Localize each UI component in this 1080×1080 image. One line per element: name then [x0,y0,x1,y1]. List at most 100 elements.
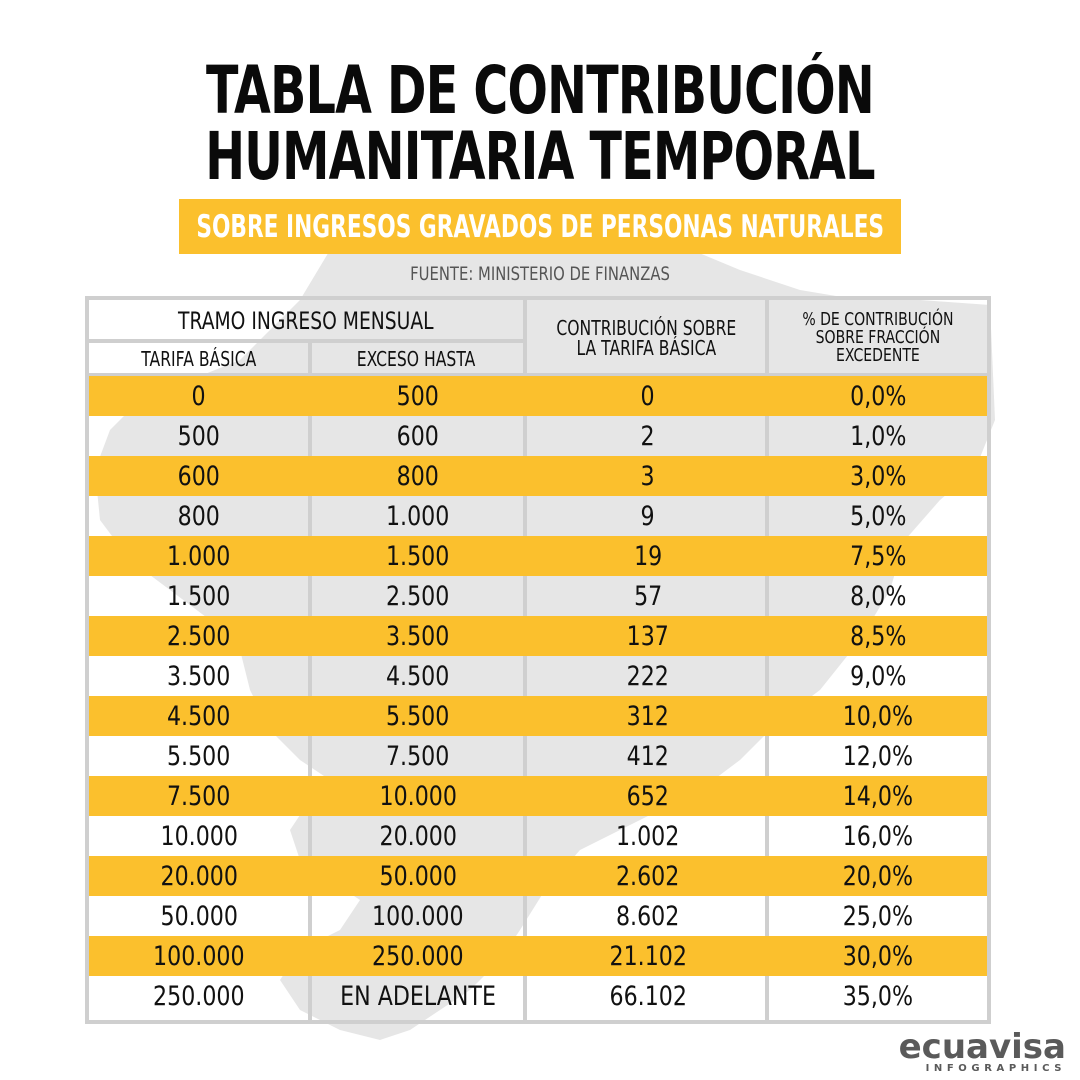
table-cell-excess: 1.500 [309,536,527,576]
table-frame [85,296,991,1024]
table-cell-contrib: 412 [527,736,769,776]
table-cell-pct: 20,0% [769,856,987,896]
table-row: 7.500 10.000 652 14,0% [89,776,987,816]
table-cell-pct: 30,0% [769,936,987,976]
table-row: 100.000 250.000 21.102 30,0% [89,936,987,976]
table-cell-pct-value: 12,0% [842,740,914,772]
table-cell-basic-value: 3.500 [167,660,231,692]
table-body: 0 500 0 0,0% 500 600 2 1,0% 600 800 3 3,0% 800 1.000 9… [89,376,987,1016]
header-porcentaje-line-1: % DE CONTRIBUCIÓN [802,309,954,330]
table-cell-excess: 50.000 [309,856,527,896]
table-cell-excess: 500 [309,376,527,416]
table-cell-pct: 25,0% [769,896,987,936]
table-cell-contrib-value: 222 [626,660,670,692]
table-cell-basic-value: 100.000 [153,940,245,972]
table-cell-pct: 1,0% [769,416,987,456]
header-exceso-hasta-label: EXCESO HASTA [356,347,476,371]
table-cell-basic-value: 600 [177,460,221,492]
table-cell-basic: 0 [89,376,309,416]
table-row: 600 800 3 3,0% [89,456,987,496]
table-cell-excess: 5.500 [309,696,527,736]
ecuavisa-logo: ecuavisa INFOGRAPHICS [899,1030,1066,1074]
table-row: 1.500 2.500 57 8,0% [89,576,987,616]
table-cell-basic: 7.500 [89,776,309,816]
table-cell-contrib-value: 8.602 [616,900,680,932]
table-cell-contrib-value: 412 [626,740,670,772]
table-cell-pct-value: 20,0% [842,860,914,892]
header-divider-vertical-1 [523,300,527,1020]
table-cell-basic: 1.000 [89,536,309,576]
table-cell-excess: 7.500 [309,736,527,776]
header-divider-vertical-2 [765,300,769,1020]
header-tramo-ingreso: TRAMO INGRESO MENSUAL [89,300,523,342]
table-cell-excess-value: 1.500 [386,540,450,572]
header-tarifa-basica-label: TARIFA BÁSICA [141,347,257,371]
table-cell-excess: 2.500 [309,576,527,616]
table-cell-excess: 1.000 [309,496,527,536]
table-cell-pct: 5,0% [769,496,987,536]
table-cell-basic-value: 2.500 [167,620,231,652]
table-cell-excess-value: 20.000 [379,820,457,852]
table-cell-contrib-value: 1.002 [616,820,680,852]
table-row: 5.500 7.500 412 12,0% [89,736,987,776]
table-cell-pct: 8,0% [769,576,987,616]
header-contribucion-line-2: LA TARIFA BÁSICA [576,336,716,360]
table-cell-excess: 10.000 [309,776,527,816]
table-cell-excess: 4.500 [309,656,527,696]
table-cell-excess: 600 [309,416,527,456]
page-title-line-2: HUMANITARIA TEMPORAL [205,118,875,195]
table-cell-pct-value: 8,0% [849,580,907,612]
table-cell-contrib: 21.102 [527,936,769,976]
table-cell-pct-value: 35,0% [842,980,914,1012]
subtitle-text: SOBRE INGRESOS GRAVADOS DE PERSONAS NATU… [196,208,884,245]
table-cell-pct-value: 3,0% [849,460,907,492]
table-cell-contrib-value: 19 [633,540,663,572]
table-cell-pct-value: 30,0% [842,940,914,972]
table-cell-contrib-value: 0 [640,380,656,412]
table-cell-basic: 20.000 [89,856,309,896]
table-cell-excess-value: 600 [396,420,440,452]
logo-sub-text: INFOGRAPHICS [925,1063,1066,1074]
table-cell-excess-value: EN ADELANTE [340,980,496,1012]
table-cell-excess-value: 10.000 [379,780,457,812]
table-cell-contrib: 2 [527,416,769,456]
table-cell-excess: 3.500 [309,616,527,656]
table-cell-excess-value: 3.500 [386,620,450,652]
table-cell-contrib: 8.602 [527,896,769,936]
header-porcentaje-line-3: EXCEDENTE [836,345,920,366]
table-cell-basic-value: 0 [191,380,207,412]
table-cell-excess: 250.000 [309,936,527,976]
table-cell-pct: 3,0% [769,456,987,496]
table-cell-basic-value: 20.000 [160,860,238,892]
table-cell-contrib-value: 652 [626,780,670,812]
table-cell-excess-value: 800 [396,460,440,492]
table-cell-excess-value: 4.500 [386,660,450,692]
header-tarifa-basica: TARIFA BÁSICA [89,342,309,376]
table-cell-contrib: 66.102 [527,976,769,1016]
table-cell-pct: 9,0% [769,656,987,696]
table-cell-excess-value: 50.000 [379,860,457,892]
table-cell-excess: 100.000 [309,896,527,936]
table-cell-contrib: 222 [527,656,769,696]
table-cell-excess-value: 7.500 [386,740,450,772]
table-cell-contrib: 137 [527,616,769,656]
table-cell-basic-value: 5.500 [167,740,231,772]
table-cell-pct: 0,0% [769,376,987,416]
table-cell-excess-value: 250.000 [372,940,464,972]
table-cell-basic-value: 500 [177,420,221,452]
table-cell-contrib-value: 9 [640,500,656,532]
table-cell-excess-value: 500 [396,380,440,412]
table-cell-basic: 600 [89,456,309,496]
table-cell-pct: 14,0% [769,776,987,816]
header-tramo-ingreso-label: TRAMO INGRESO MENSUAL [178,307,434,335]
table-cell-pct: 7,5% [769,536,987,576]
table-cell-basic-value: 4.500 [167,700,231,732]
table-cell-contrib: 3 [527,456,769,496]
table-cell-pct-value: 1,0% [849,420,907,452]
table-cell-basic: 250.000 [89,976,309,1016]
table-cell-pct-value: 9,0% [849,660,907,692]
table-cell-contrib: 1.002 [527,816,769,856]
table-cell-basic: 1.500 [89,576,309,616]
table-row: 4.500 5.500 312 10,0% [89,696,987,736]
table-cell-basic-value: 1.500 [167,580,231,612]
